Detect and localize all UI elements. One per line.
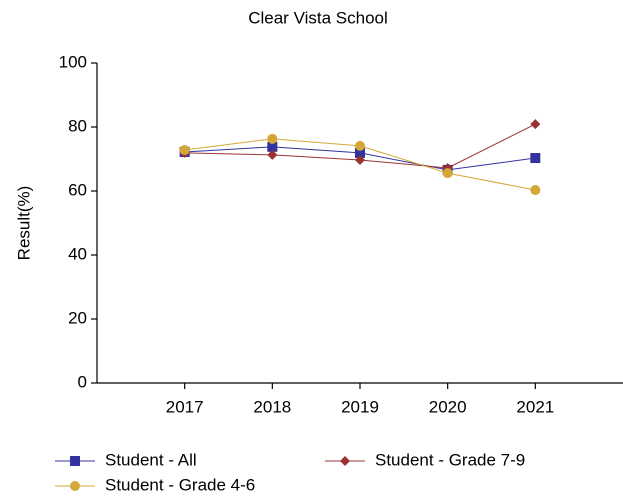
y-axis-label: Result(%) xyxy=(14,186,33,261)
legend-marker xyxy=(70,456,80,466)
x-tick-label: 2018 xyxy=(253,397,291,416)
data-point xyxy=(179,145,190,156)
data-point xyxy=(355,140,365,151)
legend-label: Student - Grade 7-9 xyxy=(375,450,525,469)
data-point xyxy=(530,119,541,130)
data-point xyxy=(267,141,278,152)
y-tick-label: 80 xyxy=(68,116,87,135)
data-point xyxy=(355,154,365,165)
data-point xyxy=(355,147,365,158)
y-tick-label: 100 xyxy=(59,52,87,71)
legend-marker xyxy=(340,456,350,466)
x-tick-label: 2021 xyxy=(516,397,554,416)
data-point xyxy=(530,185,541,196)
data-point xyxy=(267,149,278,160)
data-point xyxy=(442,168,453,179)
x-tick-label: 2019 xyxy=(341,397,379,416)
data-point xyxy=(530,153,541,164)
legend-label: Student - All xyxy=(105,450,197,469)
x-tick-label: 2020 xyxy=(429,397,467,416)
legend-marker xyxy=(70,481,80,491)
y-tick-label: 40 xyxy=(68,244,87,263)
chart-title: Clear Vista School xyxy=(248,8,388,27)
y-tick-label: 60 xyxy=(68,180,87,199)
y-tick-label: 0 xyxy=(78,372,87,391)
data-point xyxy=(267,133,278,144)
y-tick-label: 20 xyxy=(68,308,87,327)
x-tick-label: 2017 xyxy=(166,397,204,416)
legend-label: Student - Grade 4-6 xyxy=(105,475,255,494)
